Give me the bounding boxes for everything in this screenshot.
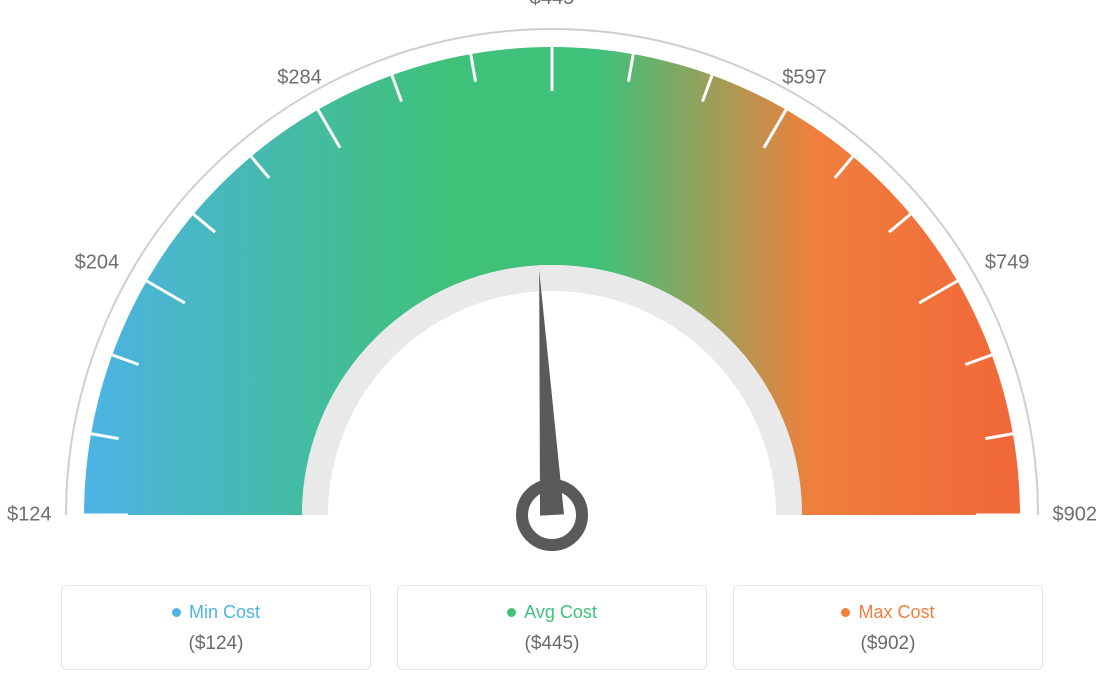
legend-avg-value: ($445) <box>398 633 706 655</box>
legend-avg: Avg Cost ($445) <box>397 585 707 670</box>
dot-icon <box>841 608 850 617</box>
gauge-tick-label: $445 <box>530 0 575 10</box>
dot-icon <box>507 608 516 617</box>
gauge-tick-label: $124 <box>7 504 52 527</box>
cost-gauge-widget: $124 $204 $284 $445 $597 $749 $902 Min Cost ($… <box>0 0 1104 690</box>
gauge-tick-label: $597 <box>782 66 827 89</box>
legend-max-label: Max Cost <box>734 602 1042 623</box>
gauge-tick-label: $902 <box>1053 504 1098 527</box>
legend-max-text: Max Cost <box>858 602 934 623</box>
gauge-tick-label: $749 <box>985 251 1030 274</box>
dot-icon <box>172 608 181 617</box>
legend-row: Min Cost ($124) Avg Cost ($445) Max Cost… <box>0 585 1104 670</box>
legend-min-text: Min Cost <box>189 602 260 623</box>
gauge-tick-label: $284 <box>277 66 322 89</box>
legend-min: Min Cost ($124) <box>61 585 371 670</box>
legend-max: Max Cost ($902) <box>733 585 1043 670</box>
legend-avg-text: Avg Cost <box>524 602 597 623</box>
legend-min-label: Min Cost <box>62 602 370 623</box>
gauge-tick-label: $204 <box>75 251 120 274</box>
legend-max-value: ($902) <box>734 633 1042 655</box>
legend-min-value: ($124) <box>62 633 370 655</box>
gauge-chart: $124 $204 $284 $445 $597 $749 $902 <box>0 0 1104 580</box>
legend-avg-label: Avg Cost <box>398 602 706 623</box>
